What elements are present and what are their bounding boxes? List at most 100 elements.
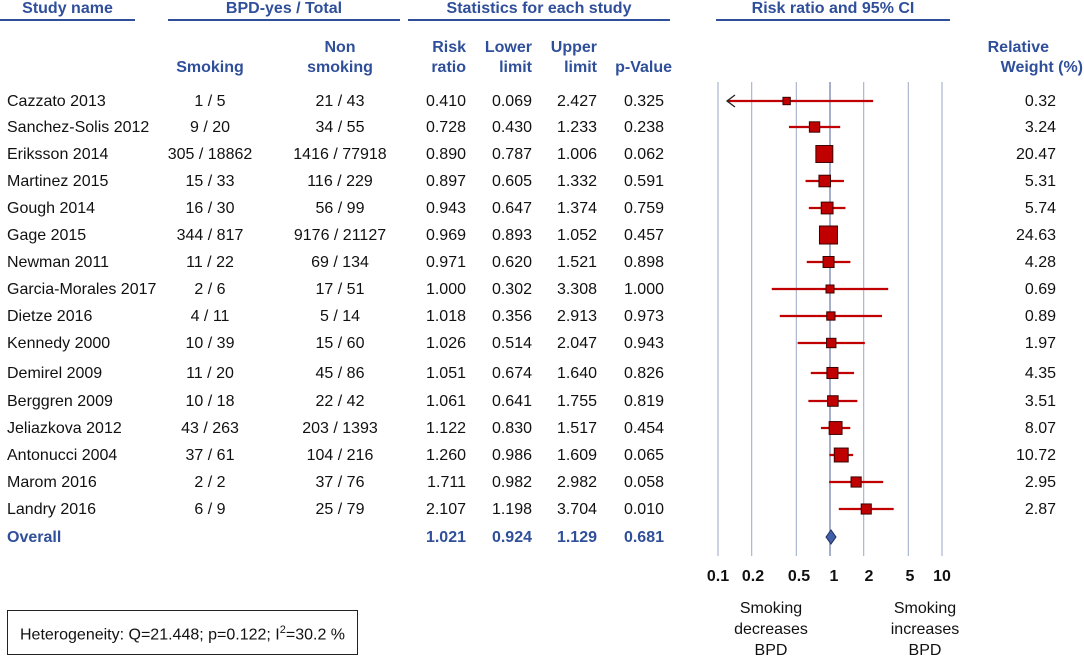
upper-limit: 1.521 bbox=[556, 254, 597, 271]
p-value: 0.062 bbox=[623, 146, 664, 163]
header-underline bbox=[168, 19, 400, 21]
relative-weight: 3.24 bbox=[1024, 119, 1056, 136]
p-value: 0.325 bbox=[623, 93, 664, 110]
lower-limit: 0.356 bbox=[491, 308, 532, 325]
upper-limit: 1.006 bbox=[556, 146, 597, 163]
overall-label: Overall bbox=[7, 529, 62, 546]
point-estimate bbox=[822, 255, 835, 269]
smoking-count: 11 / 20 bbox=[186, 365, 234, 382]
relative-weight: 4.28 bbox=[1024, 254, 1056, 271]
p-value: 0.058 bbox=[623, 474, 664, 491]
non-smoking-count: 22 / 42 bbox=[315, 393, 365, 410]
col-header-risk-1: Risk bbox=[432, 39, 466, 56]
study-name: Antonucci 2004 bbox=[7, 447, 118, 464]
risk-ratio: 0.410 bbox=[425, 93, 466, 110]
col-header-non-smoking-2: smoking bbox=[307, 59, 373, 76]
non-smoking-count: 17 / 51 bbox=[315, 281, 365, 298]
relative-weight: 20.47 bbox=[1015, 146, 1056, 163]
p-value: 0.065 bbox=[623, 447, 664, 464]
col-header-non-smoking-1: Non bbox=[324, 39, 356, 56]
lower-limit: 0.620 bbox=[491, 254, 532, 271]
point-estimate bbox=[820, 201, 834, 215]
risk-ratio: 1.000 bbox=[425, 281, 466, 298]
upper-limit: 1.517 bbox=[556, 420, 597, 437]
table-row: Demirel 2009 11 / 20 45 / 86 1.051 0.674… bbox=[0, 361, 1084, 387]
risk-ratio: 2.107 bbox=[425, 501, 466, 518]
tick-label: 0.2 bbox=[741, 568, 765, 585]
header-underline bbox=[0, 19, 135, 21]
header-bpd-group: BPD-yes / Total bbox=[225, 0, 343, 17]
non-smoking-count: 104 / 216 bbox=[306, 447, 374, 464]
lower-limit: 0.787 bbox=[491, 146, 532, 163]
study-name: Eriksson 2014 bbox=[7, 146, 109, 163]
relative-weight: 1.97 bbox=[1024, 335, 1056, 352]
p-value: 0.819 bbox=[623, 393, 664, 410]
point-estimate bbox=[782, 96, 791, 106]
non-smoking-count: 15 / 60 bbox=[315, 335, 365, 352]
non-smoking-count: 37 / 76 bbox=[315, 474, 365, 491]
smoking-count: 305 / 18862 bbox=[167, 146, 253, 163]
point-estimate bbox=[818, 174, 831, 188]
study-name: Jeliazkova 2012 bbox=[7, 420, 122, 437]
relative-weight: 0.69 bbox=[1024, 281, 1056, 298]
p-value: 0.457 bbox=[623, 227, 664, 244]
smoking-count: 15 / 33 bbox=[185, 173, 235, 190]
col-header-upper-1: Upper bbox=[550, 39, 597, 56]
upper-limit: 1.755 bbox=[556, 393, 597, 410]
risk-ratio: 0.969 bbox=[425, 227, 466, 244]
lower-limit: 0.430 bbox=[491, 119, 532, 136]
table-row: Cazzato 2013 1 / 5 21 / 43 0.410 0.069 2… bbox=[0, 89, 1084, 115]
relative-weight: 2.95 bbox=[1024, 474, 1056, 491]
col-header-lower-2: limit bbox=[499, 59, 532, 76]
right-direction-note: Smoking increases BPD bbox=[890, 600, 960, 659]
lower-limit: 1.198 bbox=[491, 501, 532, 518]
relative-weight: 5.74 bbox=[1024, 200, 1056, 217]
risk-ratio: 1.711 bbox=[427, 474, 466, 491]
smoking-count: 2 / 6 bbox=[194, 281, 226, 298]
smoking-count: 43 / 263 bbox=[181, 420, 239, 437]
col-header-smoking: Smoking bbox=[176, 59, 244, 76]
overall-lower-limit: 0.924 bbox=[491, 529, 532, 546]
non-smoking-count: 5 / 14 bbox=[319, 308, 361, 325]
tick-label: 0.5 bbox=[787, 568, 811, 585]
point-estimate bbox=[860, 503, 872, 515]
table-row: Sanchez-Solis 2012 9 / 20 34 / 55 0.728 … bbox=[0, 115, 1084, 141]
upper-limit: 2.047 bbox=[556, 335, 597, 352]
non-smoking-count: 203 / 1393 bbox=[302, 420, 378, 437]
table-row: Garcia-Morales 2017 2 / 6 17 / 51 1.000 … bbox=[0, 277, 1084, 303]
risk-ratio: 1.051 bbox=[425, 365, 466, 382]
lower-limit: 0.514 bbox=[491, 335, 532, 352]
point-estimate bbox=[850, 476, 862, 488]
point-estimate bbox=[827, 395, 839, 407]
table-row: Berggren 2009 10 / 18 22 / 42 1.061 0.64… bbox=[0, 389, 1084, 415]
risk-ratio: 1.122 bbox=[425, 420, 466, 437]
smoking-count: 6 / 9 bbox=[194, 501, 226, 518]
upper-limit: 1.332 bbox=[556, 173, 597, 190]
point-estimate bbox=[828, 421, 843, 435]
non-smoking-count: 34 / 55 bbox=[315, 119, 365, 136]
risk-ratio: 0.971 bbox=[425, 254, 466, 271]
point-estimate bbox=[815, 145, 834, 163]
smoking-count: 16 / 30 bbox=[185, 200, 235, 217]
lower-limit: 0.830 bbox=[491, 420, 532, 437]
col-header-risk-2: ratio bbox=[431, 59, 466, 76]
non-smoking-count: 25 / 79 bbox=[315, 501, 365, 518]
point-estimate bbox=[818, 225, 838, 245]
smoking-count: 4 / 11 bbox=[190, 308, 230, 325]
table-row: Eriksson 2014 305 / 18862 1416 / 77918 0… bbox=[0, 142, 1084, 168]
point-estimate bbox=[826, 311, 836, 321]
tick-label: 2 bbox=[864, 568, 874, 585]
table-row: Gough 2014 16 / 30 56 / 99 0.943 0.647 1… bbox=[0, 196, 1084, 222]
lower-limit: 0.893 bbox=[491, 227, 532, 244]
lower-limit: 0.605 bbox=[491, 173, 532, 190]
relative-weight: 0.89 bbox=[1024, 308, 1056, 325]
study-name: Gage 2015 bbox=[7, 227, 87, 244]
non-smoking-count: 45 / 86 bbox=[315, 365, 365, 382]
upper-limit: 2.427 bbox=[556, 93, 597, 110]
p-value: 0.454 bbox=[623, 420, 664, 437]
smoking-count: 11 / 22 bbox=[186, 254, 234, 271]
table-row: Jeliazkova 2012 43 / 263 203 / 1393 1.12… bbox=[0, 416, 1084, 442]
overall-row: Overall 1.021 0.924 1.129 0.681 bbox=[0, 525, 1084, 551]
col-header-pvalue: p-Value bbox=[615, 59, 672, 76]
col-header-weight-2: Weight (%) bbox=[1000, 59, 1083, 76]
